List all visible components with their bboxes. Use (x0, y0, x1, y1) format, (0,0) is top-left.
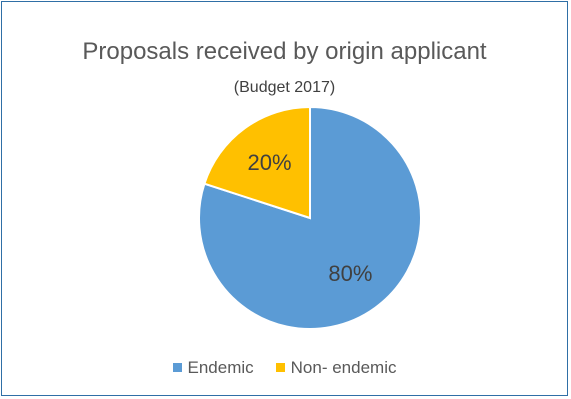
chart-subtitle: (Budget 2017) (233, 79, 336, 96)
data-label-non-endemic: 20% (248, 150, 292, 175)
legend-swatch-non-endemic (275, 363, 285, 372)
legend-swatch-endemic (172, 363, 182, 372)
pie-slice-non-endemic (203, 105, 311, 220)
legend: Endemic Non- endemic (2, 359, 567, 376)
legend-item-non-endemic: Non- endemic (275, 358, 397, 377)
chart-title: Proposals received by origin applicant (82, 38, 487, 65)
legend-item-endemic: Endemic (172, 358, 254, 377)
legend-label-non-endemic: Non- endemic (290, 358, 397, 377)
data-label-endemic: 80% (328, 261, 372, 286)
legend-label-endemic: Endemic (187, 358, 254, 377)
